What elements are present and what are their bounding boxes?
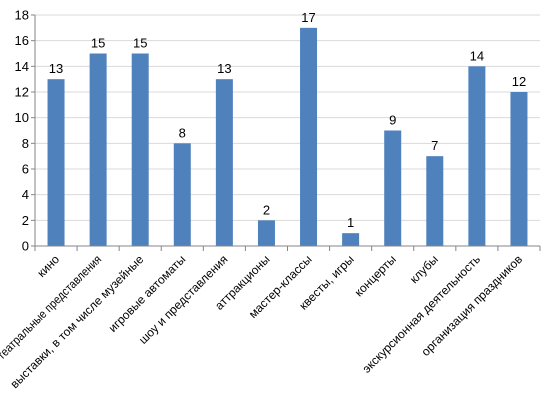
- bar: [384, 130, 402, 246]
- data-labels: 13 15 15 8 13 2 17 1 9 7 14 12: [49, 10, 526, 230]
- data-label: 15: [133, 36, 147, 51]
- data-label: 2: [263, 202, 270, 217]
- y-tick-label: 6: [22, 162, 29, 177]
- y-tick-label: 2: [22, 213, 29, 228]
- x-category-label: клубы: [407, 252, 441, 286]
- bar: [342, 233, 360, 246]
- bar: [173, 143, 191, 246]
- bar: [468, 66, 486, 246]
- data-label: 7: [431, 138, 438, 153]
- data-label: 9: [389, 113, 396, 128]
- bar: [89, 53, 107, 246]
- y-tick-label: 14: [15, 59, 29, 74]
- bar: [47, 79, 65, 247]
- gridlines: [35, 14, 540, 221]
- axes: [31, 14, 541, 251]
- y-tick-label: 12: [15, 85, 29, 100]
- data-label: 14: [470, 48, 484, 63]
- y-tick-label: 4: [22, 187, 29, 202]
- bar: [257, 220, 275, 246]
- bar: [131, 53, 149, 246]
- data-label: 15: [91, 36, 105, 51]
- x-category-label: игровые автоматы: [106, 252, 189, 335]
- bar: [426, 156, 444, 246]
- x-category-label: концерты: [352, 252, 399, 299]
- y-axis-tick-labels: 0 2 4 6 8 10 12 14 16 18: [15, 8, 29, 254]
- bar: [215, 79, 233, 247]
- bar: [510, 92, 528, 246]
- bars: [47, 27, 528, 247]
- y-tick-label: 18: [15, 8, 29, 23]
- y-tick-label: 0: [22, 239, 29, 254]
- y-tick-label: 10: [15, 110, 29, 125]
- data-label: 13: [49, 61, 63, 76]
- data-label: 1: [347, 215, 354, 230]
- data-label: 17: [301, 10, 315, 25]
- data-label: 13: [217, 61, 231, 76]
- bar: [300, 27, 318, 247]
- y-tick-label: 16: [15, 33, 29, 48]
- data-label: 12: [512, 74, 526, 89]
- y-tick-label: 8: [22, 136, 29, 151]
- x-category-label: кино: [34, 252, 62, 280]
- data-label: 8: [179, 125, 186, 140]
